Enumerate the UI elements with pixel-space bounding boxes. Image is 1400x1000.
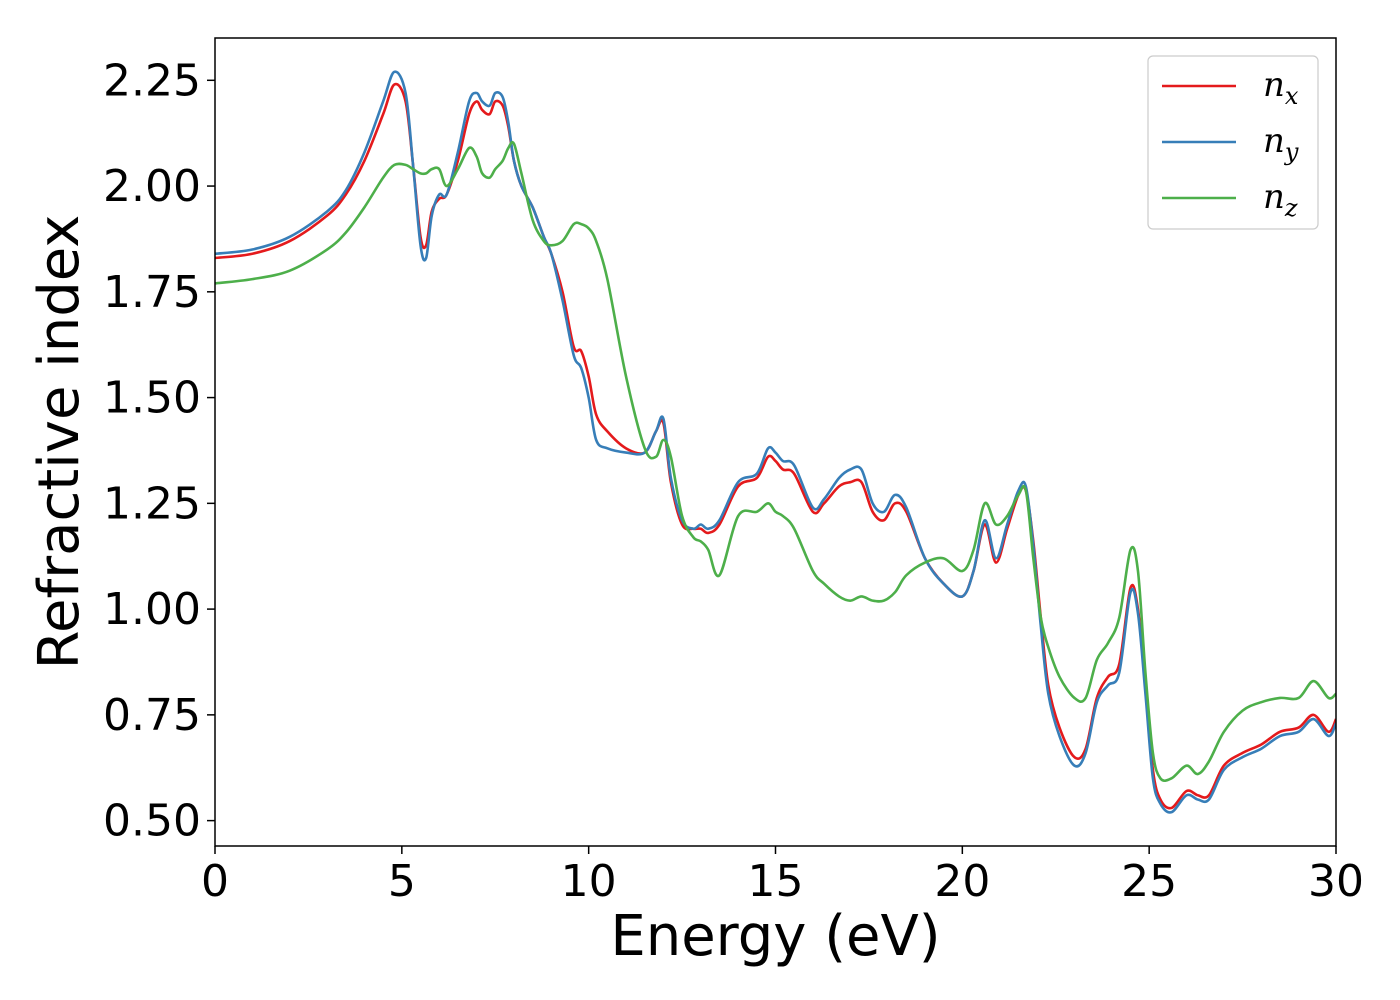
- y-tick-label: 1.50: [103, 373, 201, 424]
- legend-label-y: ny: [1263, 121, 1299, 166]
- y-tick-label: 1.25: [103, 478, 201, 529]
- x-tick-label: 20: [934, 856, 990, 907]
- y-tick-label: 2.00: [103, 161, 201, 212]
- y-tick-label: 1.00: [103, 584, 201, 635]
- y-tick-label: 2.25: [103, 55, 201, 106]
- y-axis-title: Refractive index: [27, 215, 92, 670]
- x-tick-label: 25: [1121, 856, 1177, 907]
- series-layer: [215, 70, 1336, 814]
- legend: nx ny nz: [1147, 55, 1319, 230]
- x-tick-label: 5: [388, 856, 416, 907]
- y-tick-label: 1.75: [103, 267, 201, 318]
- series-line-y: [215, 70, 1336, 814]
- x-tick-label: 10: [561, 856, 617, 907]
- x-tick-label: 30: [1308, 856, 1364, 907]
- x-axis-title: Energy (eV): [610, 904, 940, 969]
- series-line-z: [215, 140, 1336, 783]
- y-axis: 0.50 0.75 1.00 1.25 1.50 1.75 2.00 2.25: [103, 55, 215, 847]
- x-tick-label: 0: [201, 856, 229, 907]
- y-tick-label: 0.75: [103, 690, 201, 741]
- x-tick-label: 15: [748, 856, 804, 907]
- legend-label-x: nx: [1263, 65, 1299, 110]
- y-tick-label: 0.50: [103, 796, 201, 847]
- legend-label-z: nz: [1263, 177, 1298, 222]
- x-axis: 0 5 10 15 20 25 30: [201, 846, 1364, 907]
